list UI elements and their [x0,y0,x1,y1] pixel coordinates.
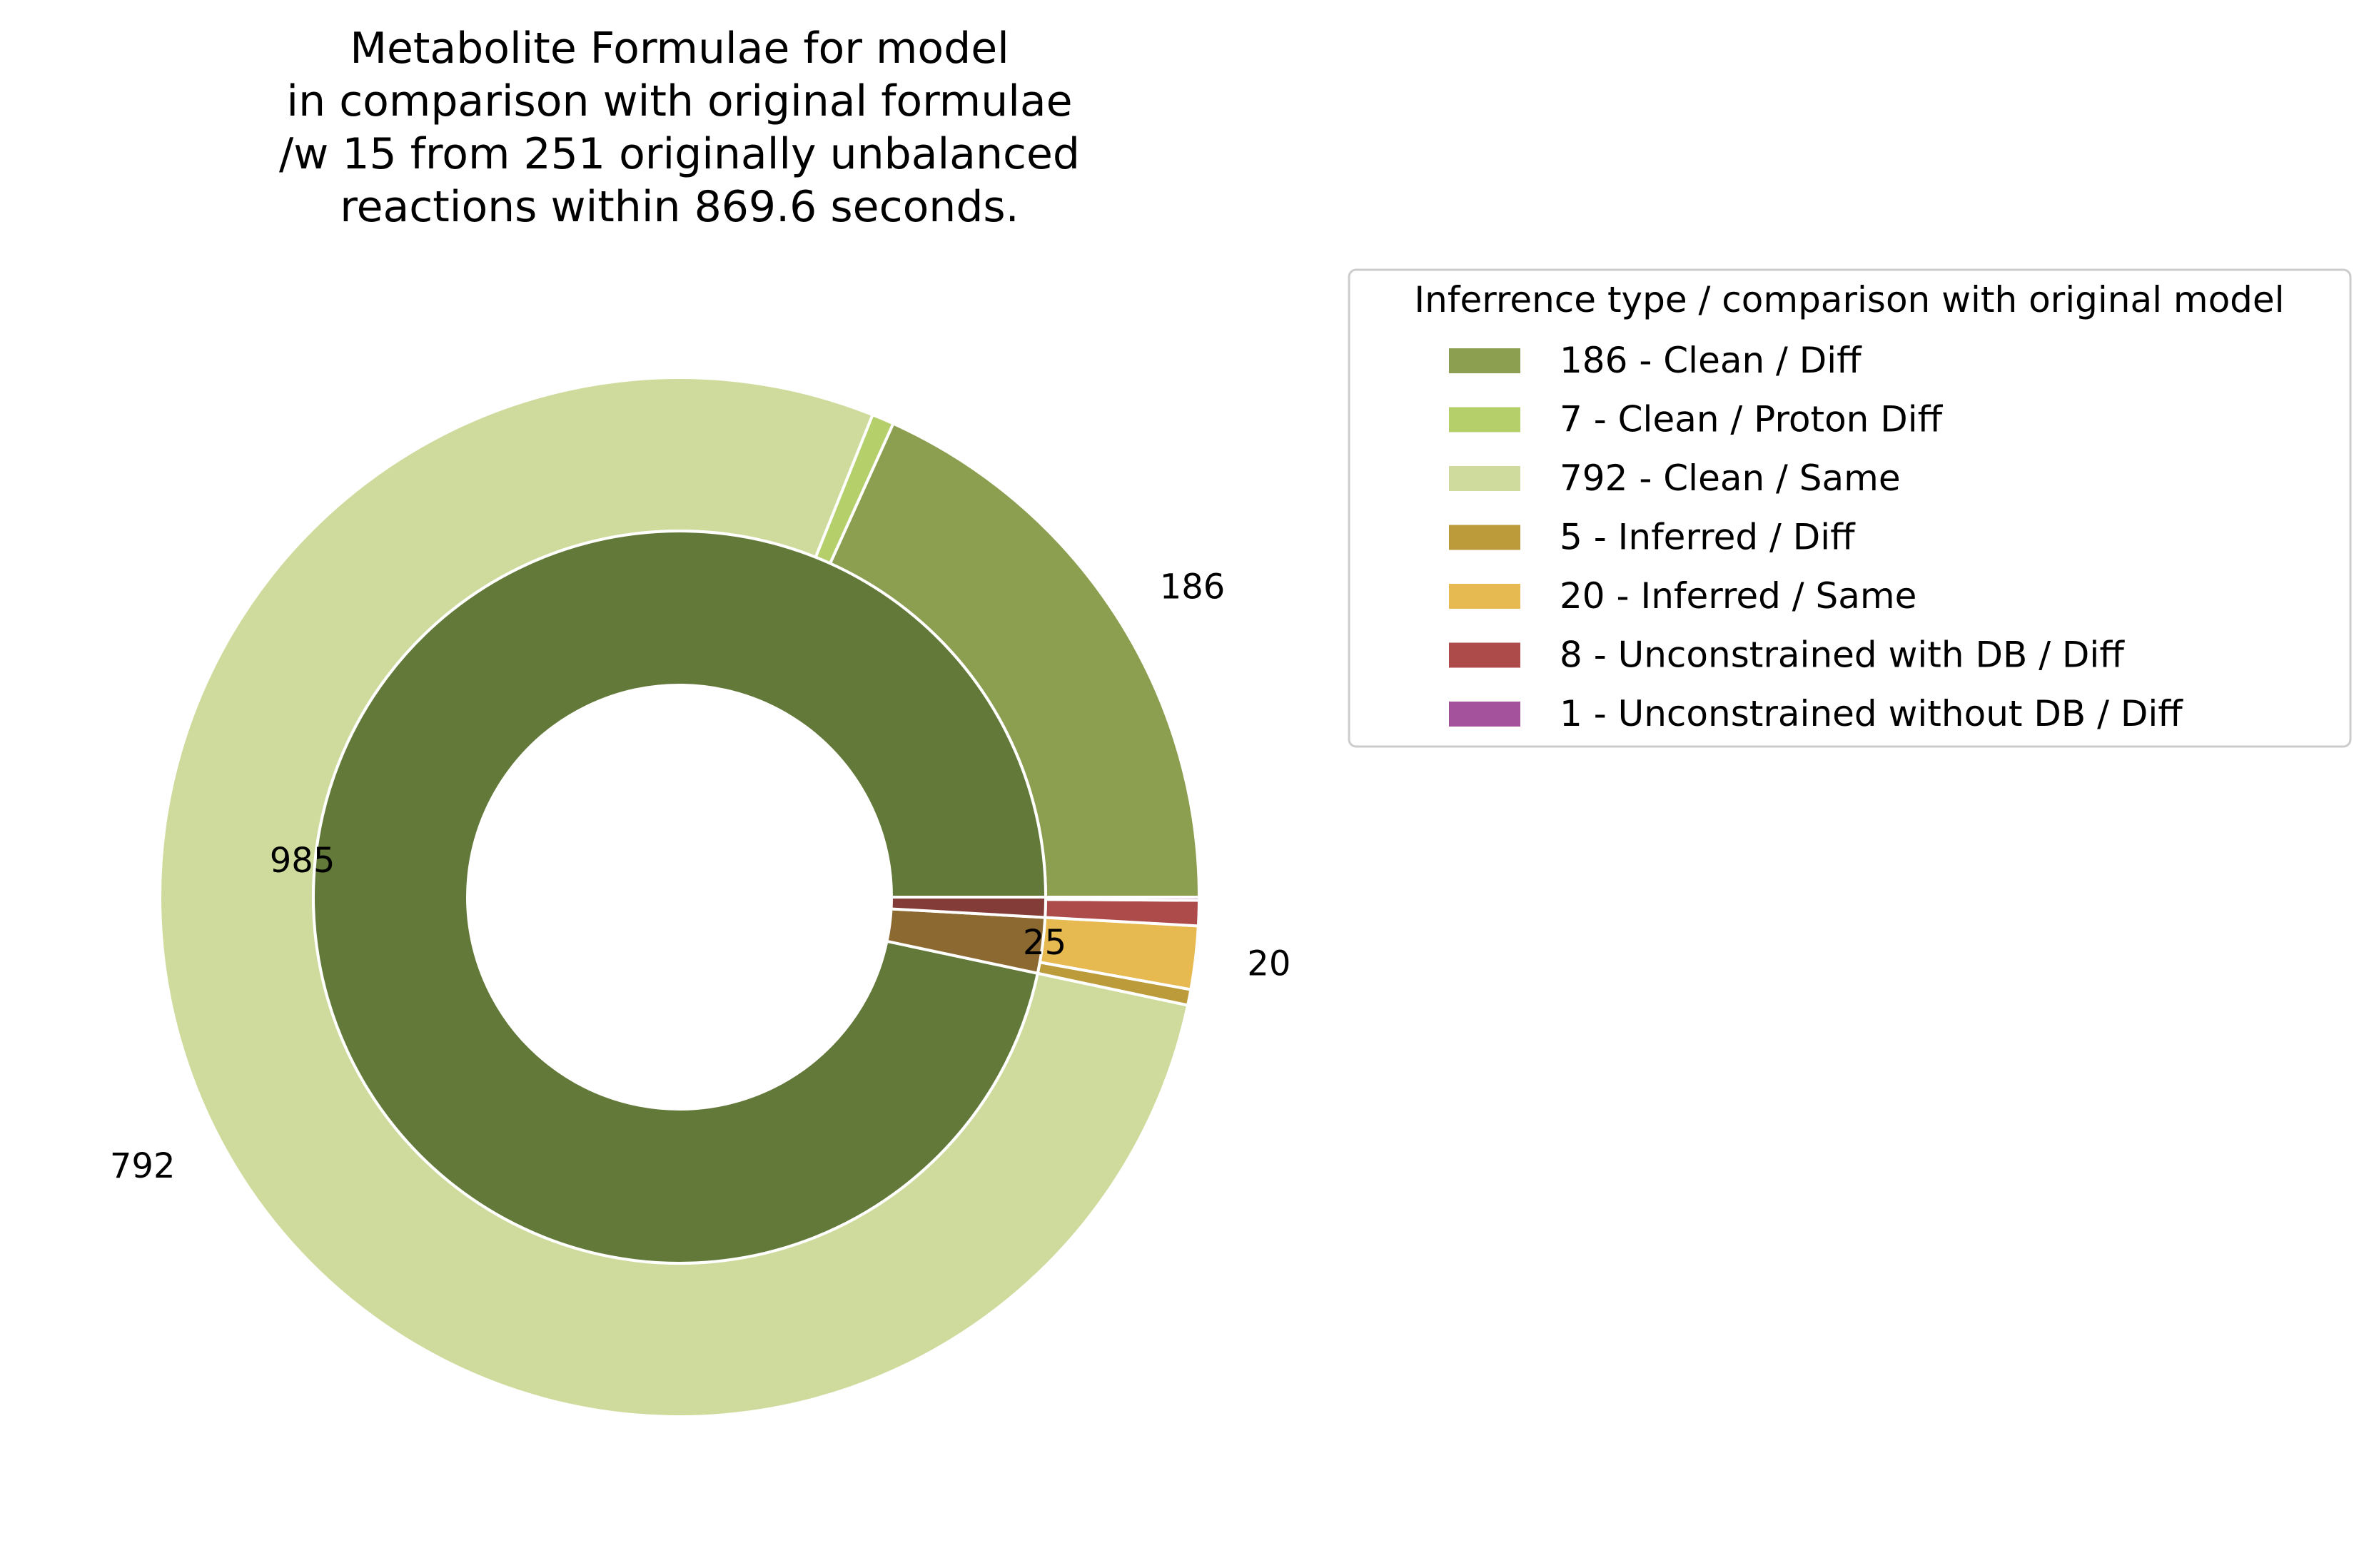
legend-swatch [1449,407,1520,433]
legend-title: Inferrence type / comparison with origin… [1414,279,2284,320]
chart-title-line: reactions within 869.6 seconds. [340,182,1019,232]
legend-swatch [1449,584,1520,609]
inner-ring-slice [889,896,1047,919]
inner-ring-slice-label: 985 [270,841,335,881]
outer-ring-slice-label: 20 [1247,944,1290,984]
legend-label: 186 - Clean / Diff [1560,340,1862,381]
legend-swatch [1449,525,1520,550]
legend-frame [1348,268,2352,748]
inner-ring-slice [312,530,1047,1265]
legend-label: 1 - Unconstrained without DB / Diff [1560,693,2183,734]
legend: Inferrence type / comparison with origin… [1348,268,2352,748]
chart-title-line: Metabolite Formulae for model [350,24,1009,74]
legend-swatch [1449,642,1520,668]
legend-label: 5 - Inferred / Diff [1560,517,1856,558]
legend-entry: 8 - Unconstrained with DB / Diff [1449,634,2125,676]
legend-label: 8 - Unconstrained with DB / Diff [1560,634,2125,676]
legend-entry: 20 - Inferred / Same [1449,575,1916,617]
slice-labels: 186 792 20 985 25 [110,567,1291,1186]
legend-entry: 5 - Inferred / Diff [1449,517,1856,558]
legend-entry: 7 - Clean / Proton Diff [1449,399,1944,440]
chart-title: Metabolite Formulae for model in compari… [279,24,1080,232]
chart-title-line: /w 15 from 251 originally unbalanced [279,129,1080,179]
inner-ring [312,530,1047,1265]
legend-entries: 186 - Clean / Diff 7 - Clean / Proton Dif… [1449,340,2183,734]
outer-ring-slice-label: 186 [1160,567,1226,607]
chart-title-line: in comparison with original formulae [286,76,1072,126]
legend-label: 792 - Clean / Same [1560,457,1901,499]
outer-ring-slice [1044,896,1201,902]
legend-swatch [1449,702,1520,727]
legend-entry: 186 - Clean / Diff [1449,340,1862,381]
inner-ring-slice-label: 25 [1023,923,1066,963]
outer-ring-slice-label: 792 [110,1146,176,1186]
legend-entry: 792 - Clean / Same [1449,457,1901,499]
legend-entry: 1 - Unconstrained without DB / Diff [1449,693,2183,734]
legend-swatch [1449,348,1520,373]
legend-label: 7 - Clean / Proton Diff [1560,399,1944,440]
legend-label: 20 - Inferred / Same [1560,575,1916,617]
legend-swatch [1449,466,1520,491]
outer-ring [158,376,1201,1418]
